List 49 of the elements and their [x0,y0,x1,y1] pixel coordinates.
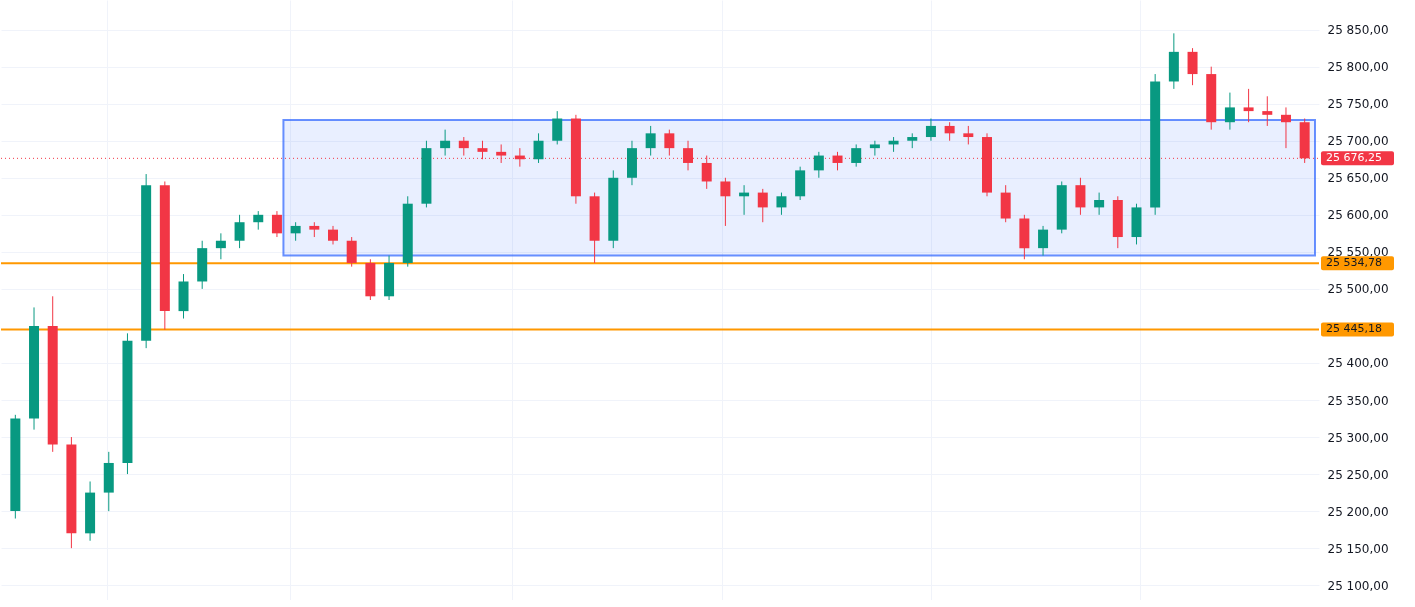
candlestick [1038,225,1049,257]
candlestick [253,210,264,231]
candlestick [664,129,675,157]
candlestick [290,221,301,242]
candlestick [776,192,787,216]
y-tick-label: 25 650,00 [1327,171,1389,186]
candlestick [496,143,507,164]
candlestick [1243,88,1254,123]
candlestick [720,177,731,227]
candlestick [328,225,338,245]
candlestick [1075,177,1086,216]
y-tick-label: 25 350,00 [1327,393,1389,408]
candlestick [869,140,880,157]
candlestick [851,143,862,168]
candlestick [458,136,469,157]
ref-line-label: 25 534,78 [1326,256,1382,270]
candlestick [1224,92,1235,131]
candlestick [533,132,544,164]
candlestick [346,236,357,268]
y-tick-label: 25 150,00 [1327,541,1389,556]
candlestick [963,125,974,145]
candlestick [813,151,824,179]
candlestick [645,125,656,157]
y-tick-label: 25 100,00 [1327,578,1389,593]
candlestick [1187,47,1198,86]
candlestick [234,214,245,249]
candlestick [552,110,563,145]
candlestick [1280,106,1291,149]
y-tick-label: 25 700,00 [1327,134,1389,149]
y-tick-label: 25 600,00 [1327,208,1389,223]
candlestick [944,121,955,142]
y-tick-label: 25 200,00 [1327,504,1389,519]
candlestick [1094,192,1105,216]
candlestick [757,188,768,223]
candlestick [925,118,936,142]
candlestick [271,210,282,238]
ref-line-label: 25 445,18 [1326,322,1382,336]
y-tick-label: 25 750,00 [1327,97,1389,112]
y-tick-label: 25 800,00 [1327,60,1389,75]
candlestick [215,232,226,260]
y-tick-label: 25 500,00 [1327,282,1389,297]
candlestick [832,151,843,171]
candlestick [440,129,451,157]
candlestick [1262,95,1273,127]
y-tick-label: 25 250,00 [1327,467,1389,482]
y-tick-label: 25 850,00 [1327,23,1389,38]
ref-line-label: 25 676,25 [1326,151,1382,165]
y-tick-label: 25 400,00 [1327,356,1389,371]
y-tick-label: 25 300,00 [1327,430,1389,445]
